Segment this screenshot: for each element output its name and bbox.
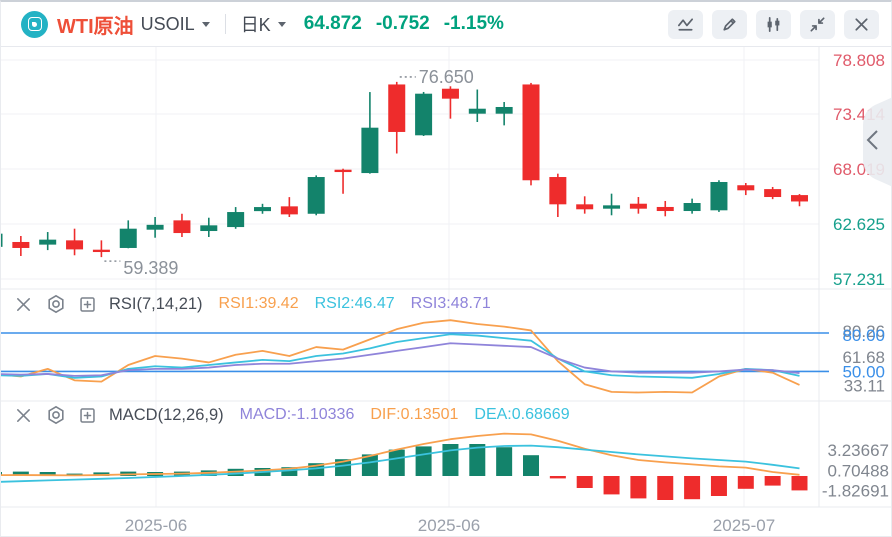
rsi3-readout: RSI3:48.71 (410, 295, 491, 312)
chart-style-button[interactable] (756, 9, 791, 39)
rsi2-readout: RSI2:46.47 (314, 295, 395, 312)
dea-readout: DEA:0.68669 (474, 406, 570, 423)
chevron-left-icon (866, 130, 878, 150)
axis-label: 80.26 (842, 322, 885, 341)
svg-text:59.389: 59.389 (123, 258, 178, 278)
axis-label: 3.23667 (828, 441, 889, 460)
chart-toolbar (668, 9, 879, 39)
macd-indicator-title: MACD(12,26,9) (109, 405, 224, 424)
rsi-add-indicator-icon[interactable] (77, 294, 98, 315)
price-change: -0.752 (375, 13, 430, 34)
symbol-dropdown-caret-icon[interactable] (201, 21, 210, 27)
period-selector[interactable]: 日K (240, 15, 271, 35)
macd-readout: MACD:-1.10336 (239, 406, 355, 423)
axis-label: 78.808 (833, 51, 885, 70)
axis-label: 33.11 (844, 376, 885, 395)
header-divider (224, 14, 226, 34)
axis-label: 61.68 (842, 348, 885, 367)
collapse-chart-button[interactable] (800, 9, 835, 39)
macd-line-DIF (1, 432, 800, 477)
rsi-lines (1, 319, 800, 394)
dif-readout: DIF:0.13501 (370, 406, 459, 423)
macd-line-DEA (1, 444, 800, 483)
svg-text:76.650: 76.650 (419, 67, 474, 87)
time-axis-label: 2025-06 (125, 516, 187, 535)
close-icon (855, 17, 868, 31)
line-chart-button[interactable] (668, 9, 703, 39)
line-chart-icon (677, 17, 694, 31)
time-axis-label: 2025-07 (713, 516, 775, 535)
rsi1-readout: RSI1:39.42 (218, 295, 299, 312)
axis-label: 62.625 (833, 215, 885, 234)
macd-settings-icon[interactable] (45, 405, 66, 426)
axis-label: -1.82691 (822, 482, 889, 501)
pencil-icon (723, 17, 736, 31)
rsi-line-RSI2 (1, 333, 800, 379)
grid (1, 47, 891, 508)
price-change-percent: -1.15% (443, 13, 504, 34)
close-chart-button[interactable] (844, 9, 879, 39)
axis-label: 0.70488 (828, 461, 889, 480)
draw-button[interactable] (712, 9, 747, 39)
time-axis-label: 2025-06 (418, 516, 480, 535)
rsi-panel-header: RSI(7,14,21) RSI1:39.42 RSI2:46.47 RSI3:… (13, 292, 507, 316)
symbol-name: WTI原油 (57, 15, 134, 38)
rsi-close-icon[interactable] (13, 294, 34, 315)
chart-header: WTI原油 USOIL 日K 64.872 -0.752 -1.15% (1, 2, 891, 47)
rsi-settings-icon[interactable] (45, 294, 66, 315)
macd-panel-header: MACD(12,26,9) MACD:-1.10336 DIF:0.13501 … (13, 403, 586, 427)
last-price: 64.872 (303, 13, 362, 34)
symbol-code[interactable]: USOIL (140, 13, 195, 34)
rsi-line-RSI1 (1, 319, 800, 394)
rsi-line-RSI3 (1, 342, 800, 377)
candlestick-icon (767, 16, 780, 32)
axis-label: 57.231 (833, 270, 885, 289)
price-annotations: 76.650 59.389 (104, 67, 474, 278)
axis-label: 50.00 (842, 362, 885, 381)
macd-add-indicator-icon[interactable] (77, 405, 98, 426)
axis-label: 80.00 (842, 326, 885, 345)
chart-canvas[interactable]: 76.65059.38978.80873.41468.01962.62557.2… (1, 47, 892, 537)
price-axis: 78.80873.41468.01962.62557.23180.2680.00… (125, 51, 889, 535)
symbol-logo-icon (21, 10, 48, 38)
collapse-panel-handle[interactable] (863, 97, 892, 187)
collapse-arrows-icon (810, 16, 825, 32)
period-dropdown-caret-icon[interactable] (277, 21, 286, 27)
macd-close-icon[interactable] (13, 405, 34, 426)
rsi-indicator-title: RSI(7,14,21) (109, 294, 203, 313)
macd-histogram (1, 444, 808, 500)
candlestick-series (1, 81, 808, 258)
